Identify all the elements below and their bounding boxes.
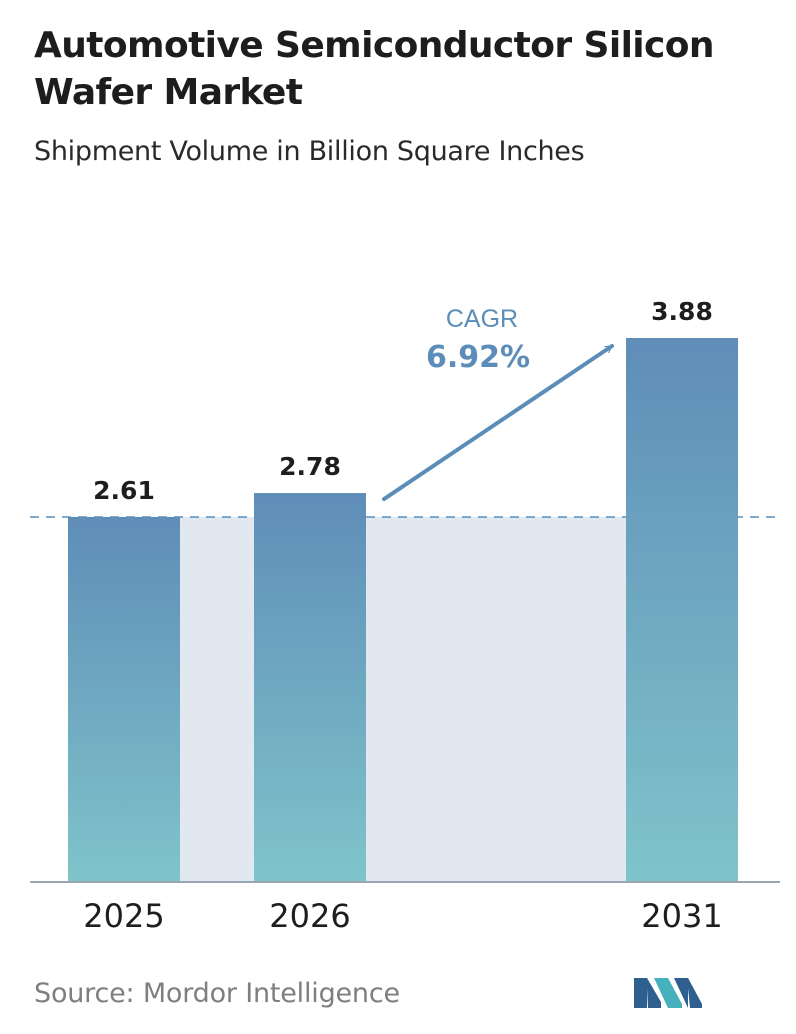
data-labels-group: 2.61 2.78 3.88 bbox=[93, 297, 713, 505]
x-tick-label-2026: 2026 bbox=[269, 897, 350, 935]
x-tick-labels-group: 2025 2026 2031 bbox=[83, 897, 722, 935]
bar-2026 bbox=[254, 493, 366, 882]
source-note: Source: Mordor Intelligence bbox=[34, 978, 400, 1009]
x-tick-label-2025: 2025 bbox=[83, 897, 164, 935]
chart-subtitle: Shipment Volume in Billion Square Inches bbox=[34, 136, 585, 167]
data-label-2026: 2.78 bbox=[279, 452, 341, 481]
bar-2025 bbox=[68, 517, 180, 882]
cagr-value: 6.92% bbox=[426, 340, 530, 375]
background-band bbox=[366, 517, 626, 882]
bar-2031 bbox=[626, 338, 738, 882]
data-label-2031: 3.88 bbox=[651, 297, 713, 326]
mordor-intelligence-logo bbox=[634, 978, 702, 1008]
background-band bbox=[180, 517, 254, 882]
cagr-arrow bbox=[382, 344, 614, 502]
bars-group bbox=[68, 338, 738, 882]
cagr-label: CAGR bbox=[446, 305, 518, 333]
background-bands bbox=[180, 517, 626, 882]
x-tick-label-2031: 2031 bbox=[641, 897, 722, 935]
page-title: Automotive Semiconductor Silicon Wafer M… bbox=[34, 25, 715, 113]
data-label-2025: 2.61 bbox=[93, 476, 155, 505]
